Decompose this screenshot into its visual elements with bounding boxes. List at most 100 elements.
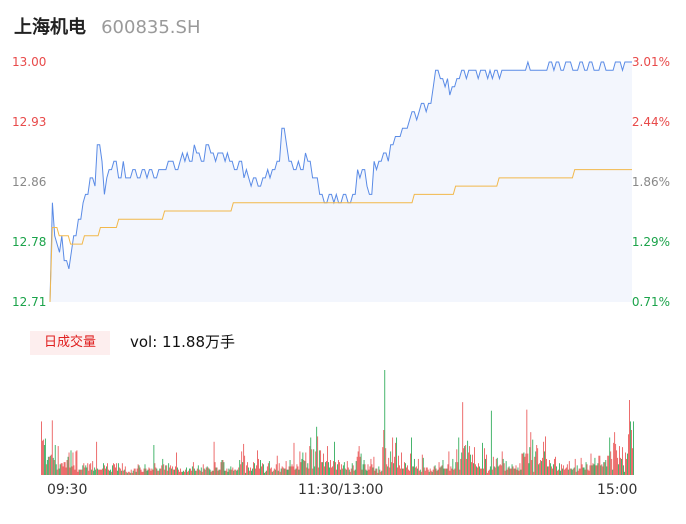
volume-bar: [491, 469, 493, 475]
volume-bar: [137, 464, 139, 475]
volume-bar: [151, 468, 153, 475]
volume-bar: [123, 469, 125, 475]
volume-bar: [481, 468, 482, 475]
volume-bar: [319, 450, 321, 475]
volume-bar: [206, 466, 208, 475]
volume-bar: [452, 458, 454, 475]
volume-bar: [521, 453, 523, 475]
volume-bar: [47, 456, 49, 475]
volume-bar: [252, 468, 253, 475]
volume-bar: [131, 472, 133, 475]
volume-bar: [237, 469, 239, 475]
volume-bar: [50, 454, 52, 475]
volume-bar: [285, 461, 287, 475]
volume-bar: [140, 469, 142, 475]
volume-bar: [589, 465, 591, 475]
volume-bar: [244, 455, 246, 475]
volume-bar: [335, 462, 336, 475]
volume-bar: [78, 469, 80, 475]
volume-bar: [512, 466, 514, 475]
volume-bar: [274, 469, 276, 475]
volume-bar: [295, 468, 297, 475]
volume-bar: [345, 469, 347, 475]
daily-volume-tab[interactable]: 日成交量: [30, 331, 110, 355]
volume-bar: [187, 471, 188, 475]
volume-bar: [468, 452, 470, 475]
volume-bar: [251, 470, 252, 475]
volume-bar: [201, 471, 203, 475]
volume-bar: [165, 465, 167, 475]
volume-bar: [347, 467, 349, 475]
volume-bar: [609, 437, 611, 475]
volume-bar: [540, 460, 542, 475]
volume-bar: [337, 464, 338, 475]
volume-bar: [182, 471, 183, 475]
volume-bar: [343, 462, 345, 475]
volume-bar: [316, 426, 318, 475]
volume-bar: [486, 454, 487, 475]
volume-bar: [240, 464, 242, 475]
volume-bar: [389, 467, 391, 475]
volume-bar: [506, 469, 508, 475]
volume-bar: [192, 462, 194, 475]
volume-bar: [564, 468, 566, 475]
volume-bar: [291, 464, 293, 475]
volume-bar: [580, 457, 582, 475]
volume-bar: [108, 469, 109, 475]
volume-bar: [103, 463, 104, 475]
volume-bar: [154, 463, 156, 475]
volume-bar: [484, 448, 485, 475]
volume-bar: [41, 421, 42, 475]
volume-bar: [127, 471, 129, 475]
volume-bar: [561, 468, 563, 475]
volume-bar: [623, 465, 624, 475]
volume-bar: [89, 464, 91, 475]
volume-bar: [55, 464, 57, 475]
volume-bar: [404, 462, 405, 475]
volume-bar: [412, 466, 414, 475]
volume-bar: [164, 469, 166, 475]
volume-bar: [364, 464, 366, 475]
volume-bar: [449, 470, 451, 475]
volume-bar: [286, 469, 288, 475]
volume-bar: [306, 467, 308, 475]
volume-bar: [180, 468, 181, 475]
volume-bar: [46, 460, 48, 475]
volume-bar: [519, 463, 521, 475]
volume-bar: [331, 467, 332, 475]
volume-bar: [308, 468, 310, 475]
volume-bar: [149, 468, 151, 475]
volume-bar: [247, 462, 249, 475]
volume-bar: [220, 462, 222, 475]
volume-bar: [261, 466, 262, 475]
volume-bar: [57, 446, 59, 475]
volume-bar: [199, 470, 201, 475]
volume-bar: [212, 470, 214, 475]
volume-bar: [218, 469, 220, 475]
volume-bar: [454, 468, 456, 475]
volume-bar: [504, 470, 506, 475]
volume-bar: [143, 468, 145, 475]
volume-bar: [59, 464, 61, 475]
volume-bar: [73, 465, 75, 475]
volume-bar: [122, 470, 124, 475]
volume-bar: [476, 466, 477, 475]
volume-bar: [549, 460, 550, 475]
volume-bar: [176, 452, 177, 475]
volume-bar: [264, 471, 266, 475]
volume-bar: [445, 468, 447, 475]
volume-bar: [408, 469, 409, 475]
volume-bar: [348, 469, 350, 475]
volume-bar: [572, 468, 574, 475]
volume-bar: [615, 443, 617, 475]
volume-bar: [309, 446, 311, 475]
volume-bar: [226, 468, 228, 475]
volume-bar: [241, 451, 243, 475]
volume-bar: [562, 465, 564, 475]
stock-header: 上海机电 600835.SH: [14, 13, 201, 41]
volume-bar: [383, 430, 385, 475]
volume-bar: [135, 471, 137, 475]
volume-bar: [386, 464, 388, 475]
volume-bar: [145, 468, 147, 475]
volume-bar: [56, 469, 58, 475]
